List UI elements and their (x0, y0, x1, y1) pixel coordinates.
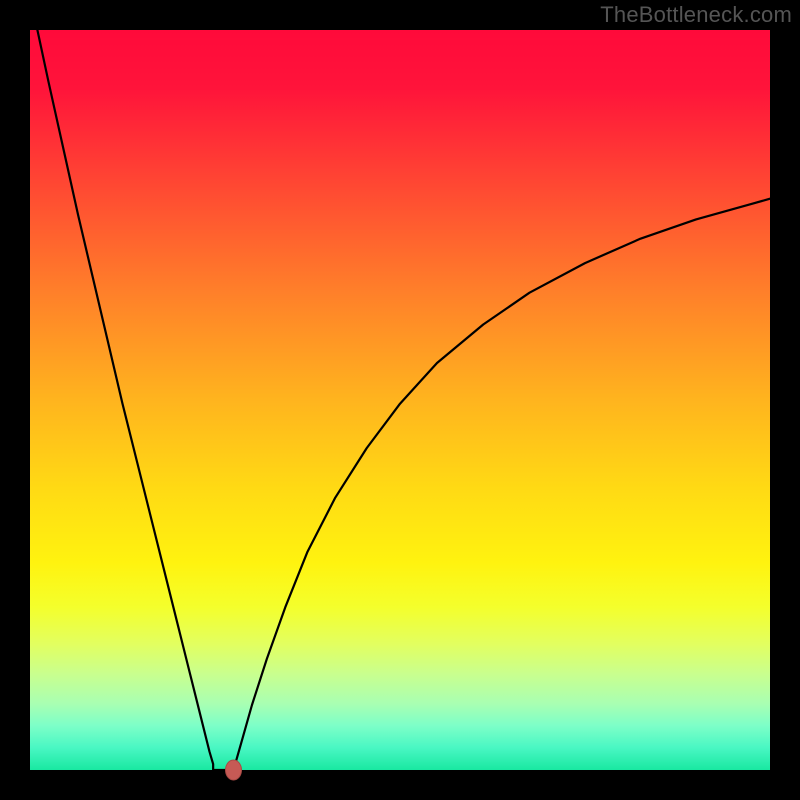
optimum-marker (226, 760, 242, 780)
chart-canvas (0, 0, 800, 800)
watermark-text: TheBottleneck.com (600, 2, 792, 28)
bottleneck-chart: TheBottleneck.com (0, 0, 800, 800)
